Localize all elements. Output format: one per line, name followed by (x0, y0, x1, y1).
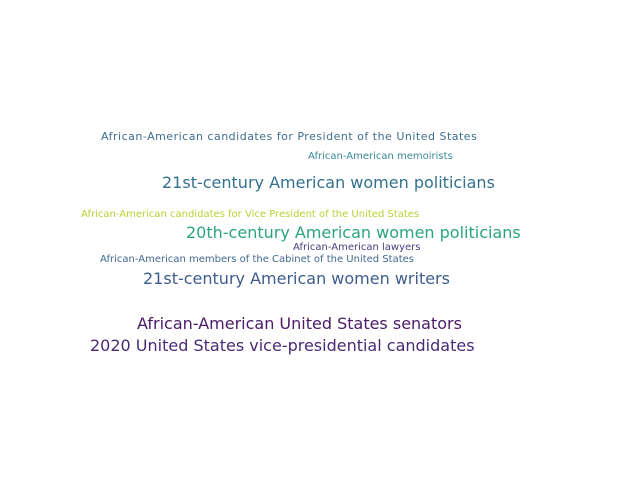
word-cloud-term: African-American candidates for Presiden… (101, 130, 478, 143)
word-cloud-term: African-American candidates for Vice Pre… (81, 209, 420, 220)
word-cloud-term: 2020 United States vice-presidential can… (90, 336, 475, 355)
word-cloud-term: 21st-century American women politicians (162, 173, 495, 192)
word-cloud-term: African-American lawyers (293, 242, 421, 253)
word-cloud-term: African-American members of the Cabinet … (100, 254, 415, 265)
word-cloud-term: African-American United States senators (137, 314, 462, 333)
word-cloud-term: 21st-century American women writers (143, 269, 450, 288)
word-cloud-term: 20th-century American women politicians (186, 223, 521, 242)
word-cloud-term: African-American memoirists (308, 151, 453, 162)
